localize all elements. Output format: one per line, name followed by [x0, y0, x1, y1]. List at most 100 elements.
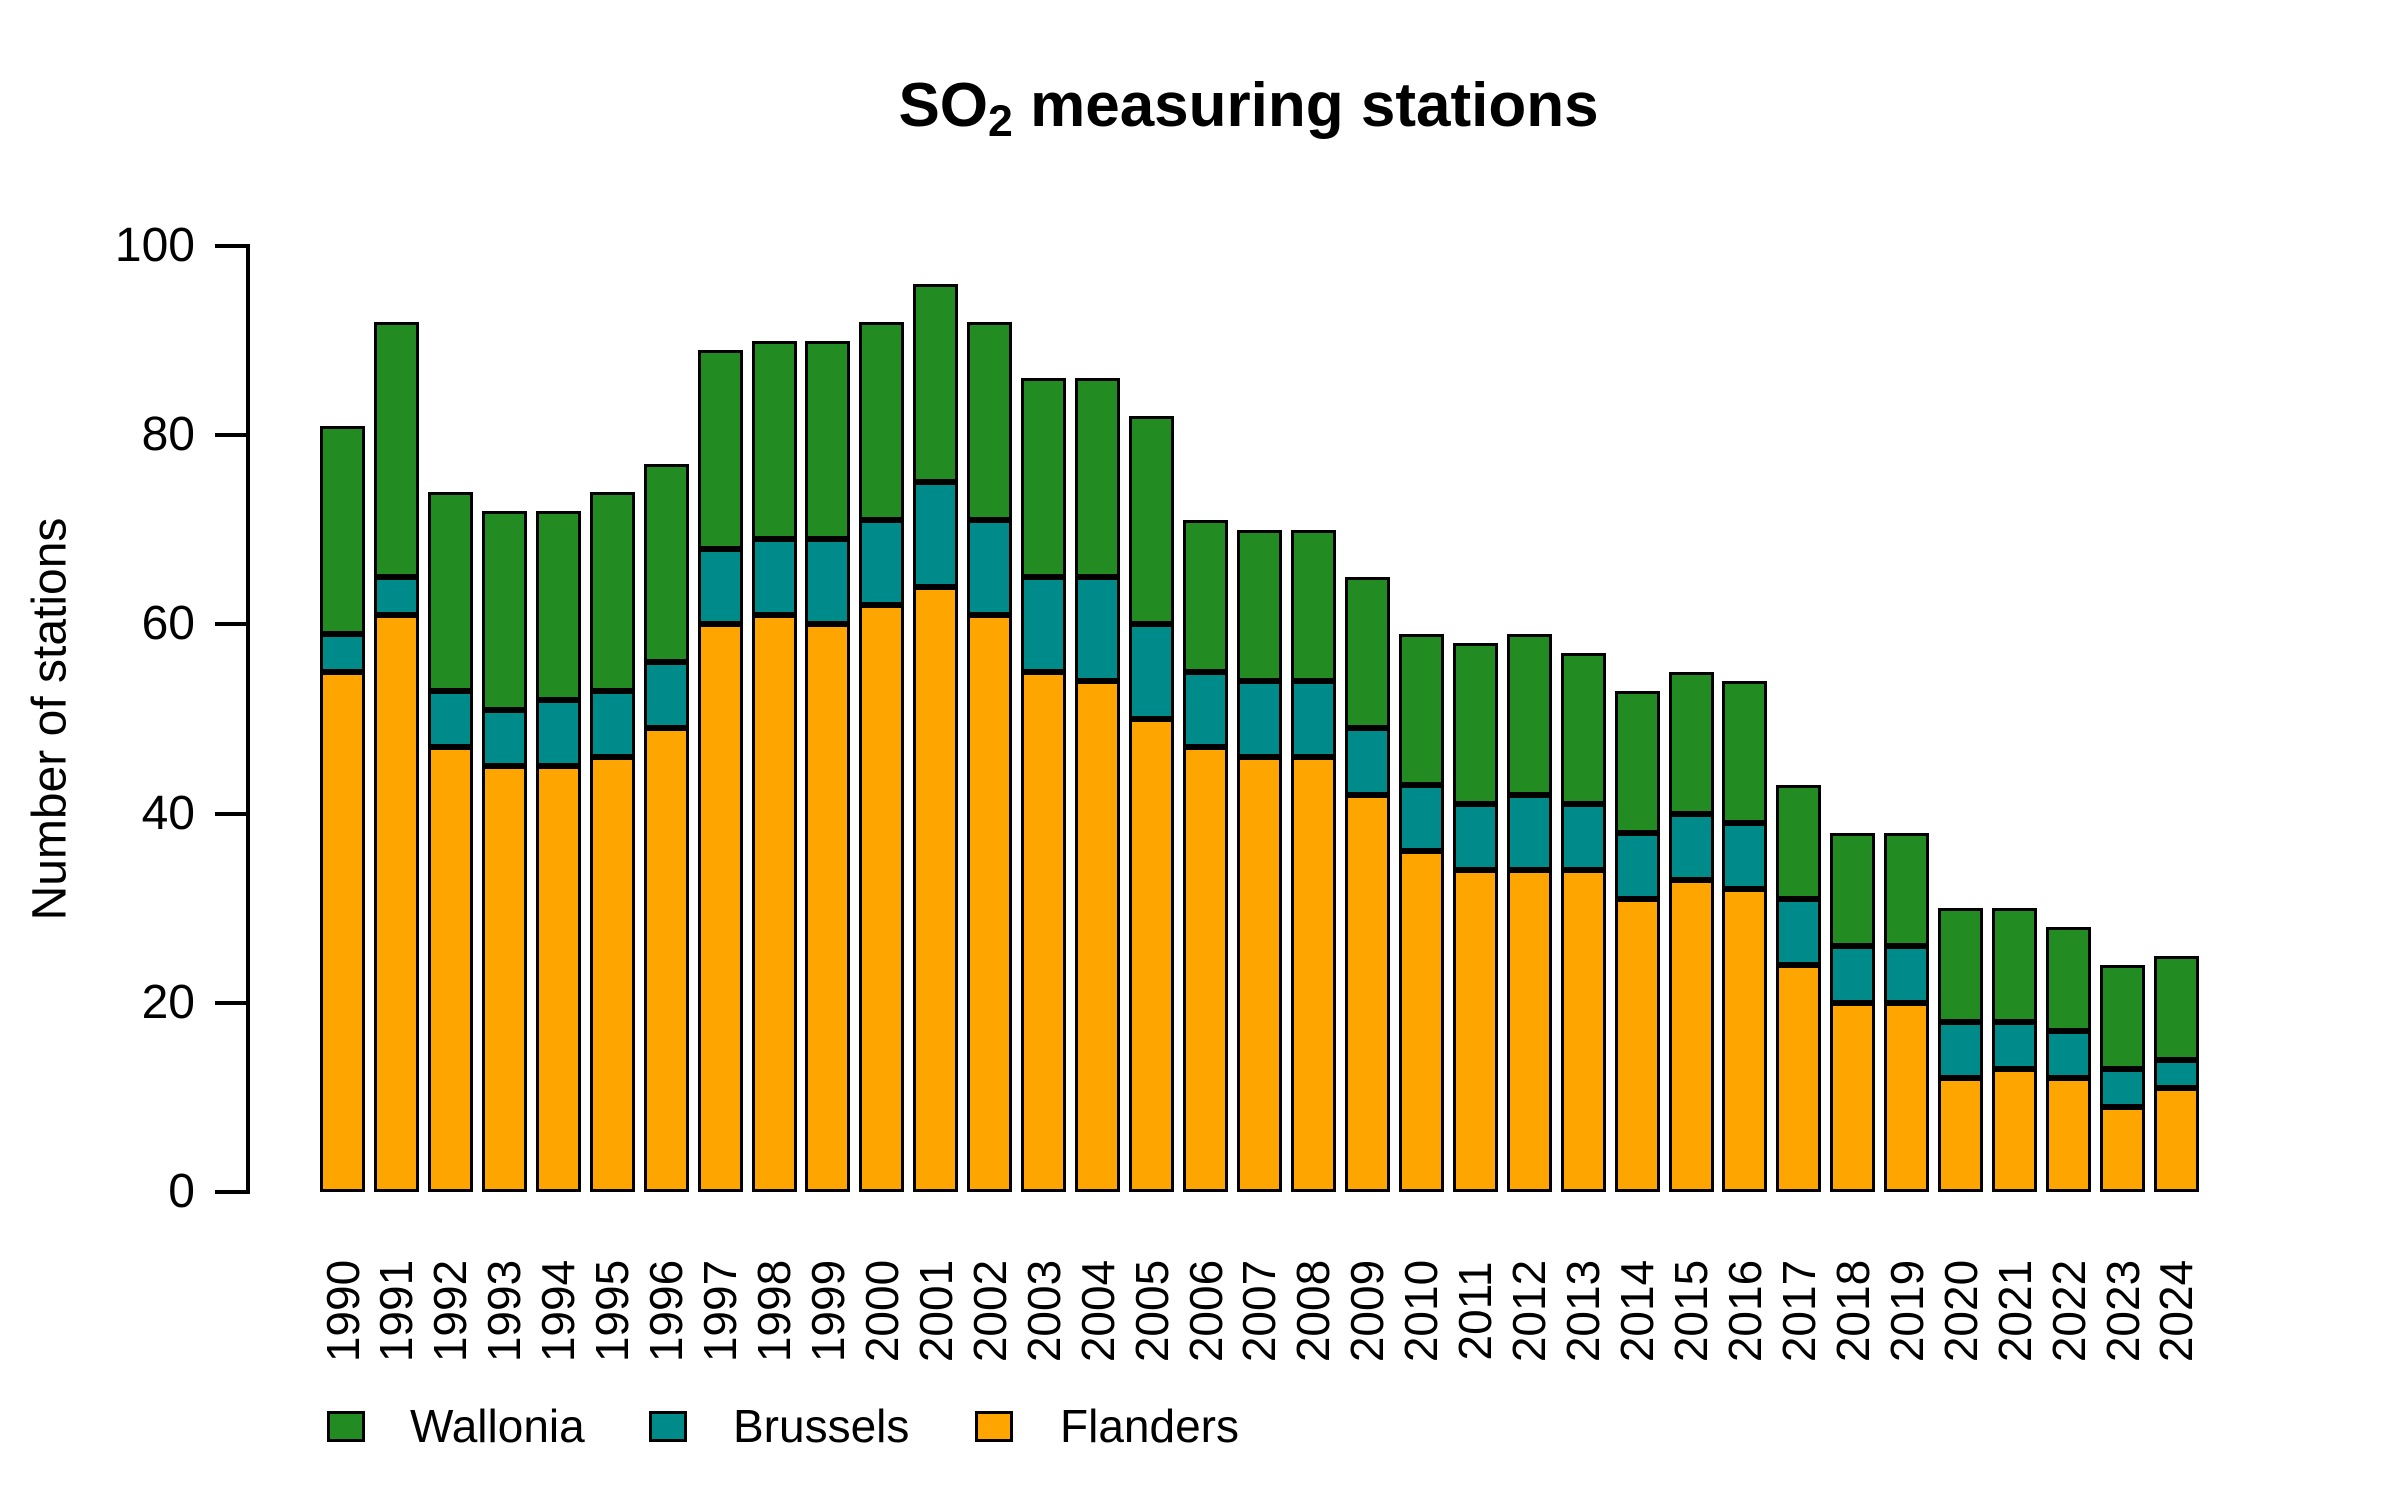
- bar-1997-flanders-segment: [697, 624, 743, 1192]
- y-axis-tick-0: [215, 1190, 247, 1194]
- bar-2012: [1506, 633, 1552, 1192]
- bar-2004-flanders-segment: [1075, 681, 1121, 1192]
- x-tick-label-2009: 2009: [1341, 1259, 1394, 1363]
- x-tick-label-1997: 1997: [694, 1259, 747, 1363]
- bar-1999: [805, 340, 851, 1192]
- bar-2008-flanders-segment: [1290, 756, 1336, 1192]
- y-axis-tick-label-40: 40: [141, 786, 195, 840]
- bar-1993-wallonia-segment: [481, 510, 527, 710]
- y-axis-tick-label-80: 80: [141, 408, 195, 462]
- bar-2020: [1938, 908, 1984, 1192]
- legend-swatch-flanders: [975, 1411, 1013, 1442]
- bar-2010-flanders-segment: [1398, 851, 1444, 1192]
- y-axis-label: Number of stations: [23, 517, 77, 921]
- y-axis-tick-80: [215, 433, 247, 438]
- bar-2017-brussels-segment: [1776, 898, 1822, 965]
- x-tick-label-2024: 2024: [2150, 1259, 2203, 1363]
- legend-swatch-brussels: [649, 1411, 687, 1442]
- bar-2015-wallonia-segment: [1668, 671, 1714, 814]
- legend-label-wallonia: Wallonia: [410, 1400, 585, 1452]
- x-tick-label-2017: 2017: [1772, 1259, 1825, 1363]
- bar-2006-wallonia-segment: [1183, 520, 1229, 672]
- y-axis-tick-60: [215, 622, 247, 627]
- chart-title-subscript: 2: [988, 96, 1013, 146]
- bar-2005-flanders-segment: [1129, 718, 1175, 1192]
- bar-2023-wallonia-segment: [2100, 964, 2146, 1069]
- y-axis-tick-label-100: 100: [114, 219, 195, 272]
- x-tick-label-2016: 2016: [1718, 1259, 1771, 1363]
- bar-1991-flanders-segment: [373, 614, 419, 1192]
- bar-2020-flanders-segment: [1938, 1078, 1984, 1192]
- bar-2013-brussels-segment: [1560, 804, 1606, 871]
- bar-2018: [1830, 832, 1876, 1192]
- bar-2021-flanders-segment: [1992, 1069, 2038, 1192]
- x-tick-label-2002: 2002: [963, 1259, 1016, 1363]
- bar-2015-brussels-segment: [1668, 813, 1714, 880]
- x-tick-label-2003: 2003: [1017, 1259, 1070, 1363]
- bar-2024-brussels-segment: [2153, 1059, 2199, 1088]
- x-tick-label-2014: 2014: [1611, 1259, 1664, 1363]
- bar-1997-brussels-segment: [697, 548, 743, 625]
- bar-2021-wallonia-segment: [1992, 908, 2038, 1022]
- bar-1993-flanders-segment: [481, 766, 527, 1192]
- bar-2007-wallonia-segment: [1236, 529, 1282, 682]
- bar-2008-wallonia-segment: [1290, 529, 1336, 682]
- y-axis-tick-label-0: 0: [168, 1165, 195, 1218]
- bar-1998-flanders-segment: [751, 614, 797, 1192]
- bar-2000-flanders-segment: [859, 605, 905, 1192]
- bar-2016-wallonia-segment: [1722, 681, 1768, 824]
- bar-1998-brussels-segment: [751, 539, 797, 615]
- x-tick-label-2013: 2013: [1557, 1259, 1610, 1363]
- bar-2008-brussels-segment: [1290, 681, 1336, 757]
- bar-2001: [913, 283, 959, 1192]
- y-axis-tick-20: [215, 1000, 247, 1005]
- bar-1992-wallonia-segment: [427, 491, 473, 691]
- x-tick-label-2019: 2019: [1880, 1259, 1933, 1363]
- bar-2004-brussels-segment: [1075, 577, 1121, 682]
- bar-2022-flanders-segment: [2046, 1078, 2092, 1192]
- bar-2012-flanders-segment: [1506, 870, 1552, 1192]
- bar-2008: [1290, 529, 1336, 1192]
- chart-title-prefix: SO: [898, 71, 989, 140]
- bar-2020-brussels-segment: [1938, 1021, 1984, 1079]
- bar-1991-brussels-segment: [373, 577, 419, 615]
- bar-2015: [1668, 671, 1714, 1192]
- bar-2018-flanders-segment: [1830, 1002, 1876, 1192]
- legend-label-flanders: Flanders: [1060, 1400, 1239, 1452]
- bar-1990-brussels-segment: [320, 633, 365, 672]
- bar-2010-brussels-segment: [1398, 785, 1444, 852]
- bar-2011-flanders-segment: [1452, 870, 1498, 1192]
- bar-2005-wallonia-segment: [1129, 416, 1175, 625]
- x-tick-label-2006: 2006: [1179, 1259, 1232, 1363]
- bar-2013-flanders-segment: [1560, 870, 1606, 1192]
- bar-2007-flanders-segment: [1236, 756, 1282, 1192]
- bar-2017-flanders-segment: [1776, 964, 1822, 1192]
- bar-1992: [427, 491, 473, 1192]
- bar-1992-flanders-segment: [427, 747, 473, 1192]
- bar-2016: [1722, 681, 1768, 1192]
- x-tick-label-2011: 2011: [1449, 1261, 1502, 1361]
- bar-2022: [2046, 927, 2092, 1192]
- bar-2009: [1344, 577, 1390, 1192]
- bar-2007-brussels-segment: [1236, 681, 1282, 757]
- bar-2022-brussels-segment: [2046, 1031, 2092, 1079]
- x-tick-label-1990: 1990: [316, 1259, 369, 1363]
- bar-1993-brussels-segment: [481, 709, 527, 767]
- bar-2003-flanders-segment: [1021, 671, 1067, 1192]
- bar-1996-wallonia-segment: [643, 463, 689, 663]
- x-tick-label-2004: 2004: [1071, 1259, 1124, 1363]
- bar-2009-brussels-segment: [1344, 728, 1390, 795]
- bar-1999-wallonia-segment: [805, 340, 851, 540]
- y-axis-tick-40: [215, 811, 247, 816]
- x-tick-label-1991: 1991: [370, 1259, 423, 1363]
- bar-2000-wallonia-segment: [859, 321, 905, 521]
- x-tick-label-2018: 2018: [1826, 1259, 1879, 1363]
- bar-2000-brussels-segment: [859, 520, 905, 606]
- bar-1997: [697, 350, 743, 1192]
- bar-1994-wallonia-segment: [535, 510, 581, 701]
- bar-1995-wallonia-segment: [589, 491, 635, 691]
- bar-2006: [1183, 520, 1229, 1192]
- bar-1992-brussels-segment: [427, 690, 473, 748]
- bar-2010: [1398, 633, 1444, 1192]
- bar-2014: [1614, 690, 1660, 1192]
